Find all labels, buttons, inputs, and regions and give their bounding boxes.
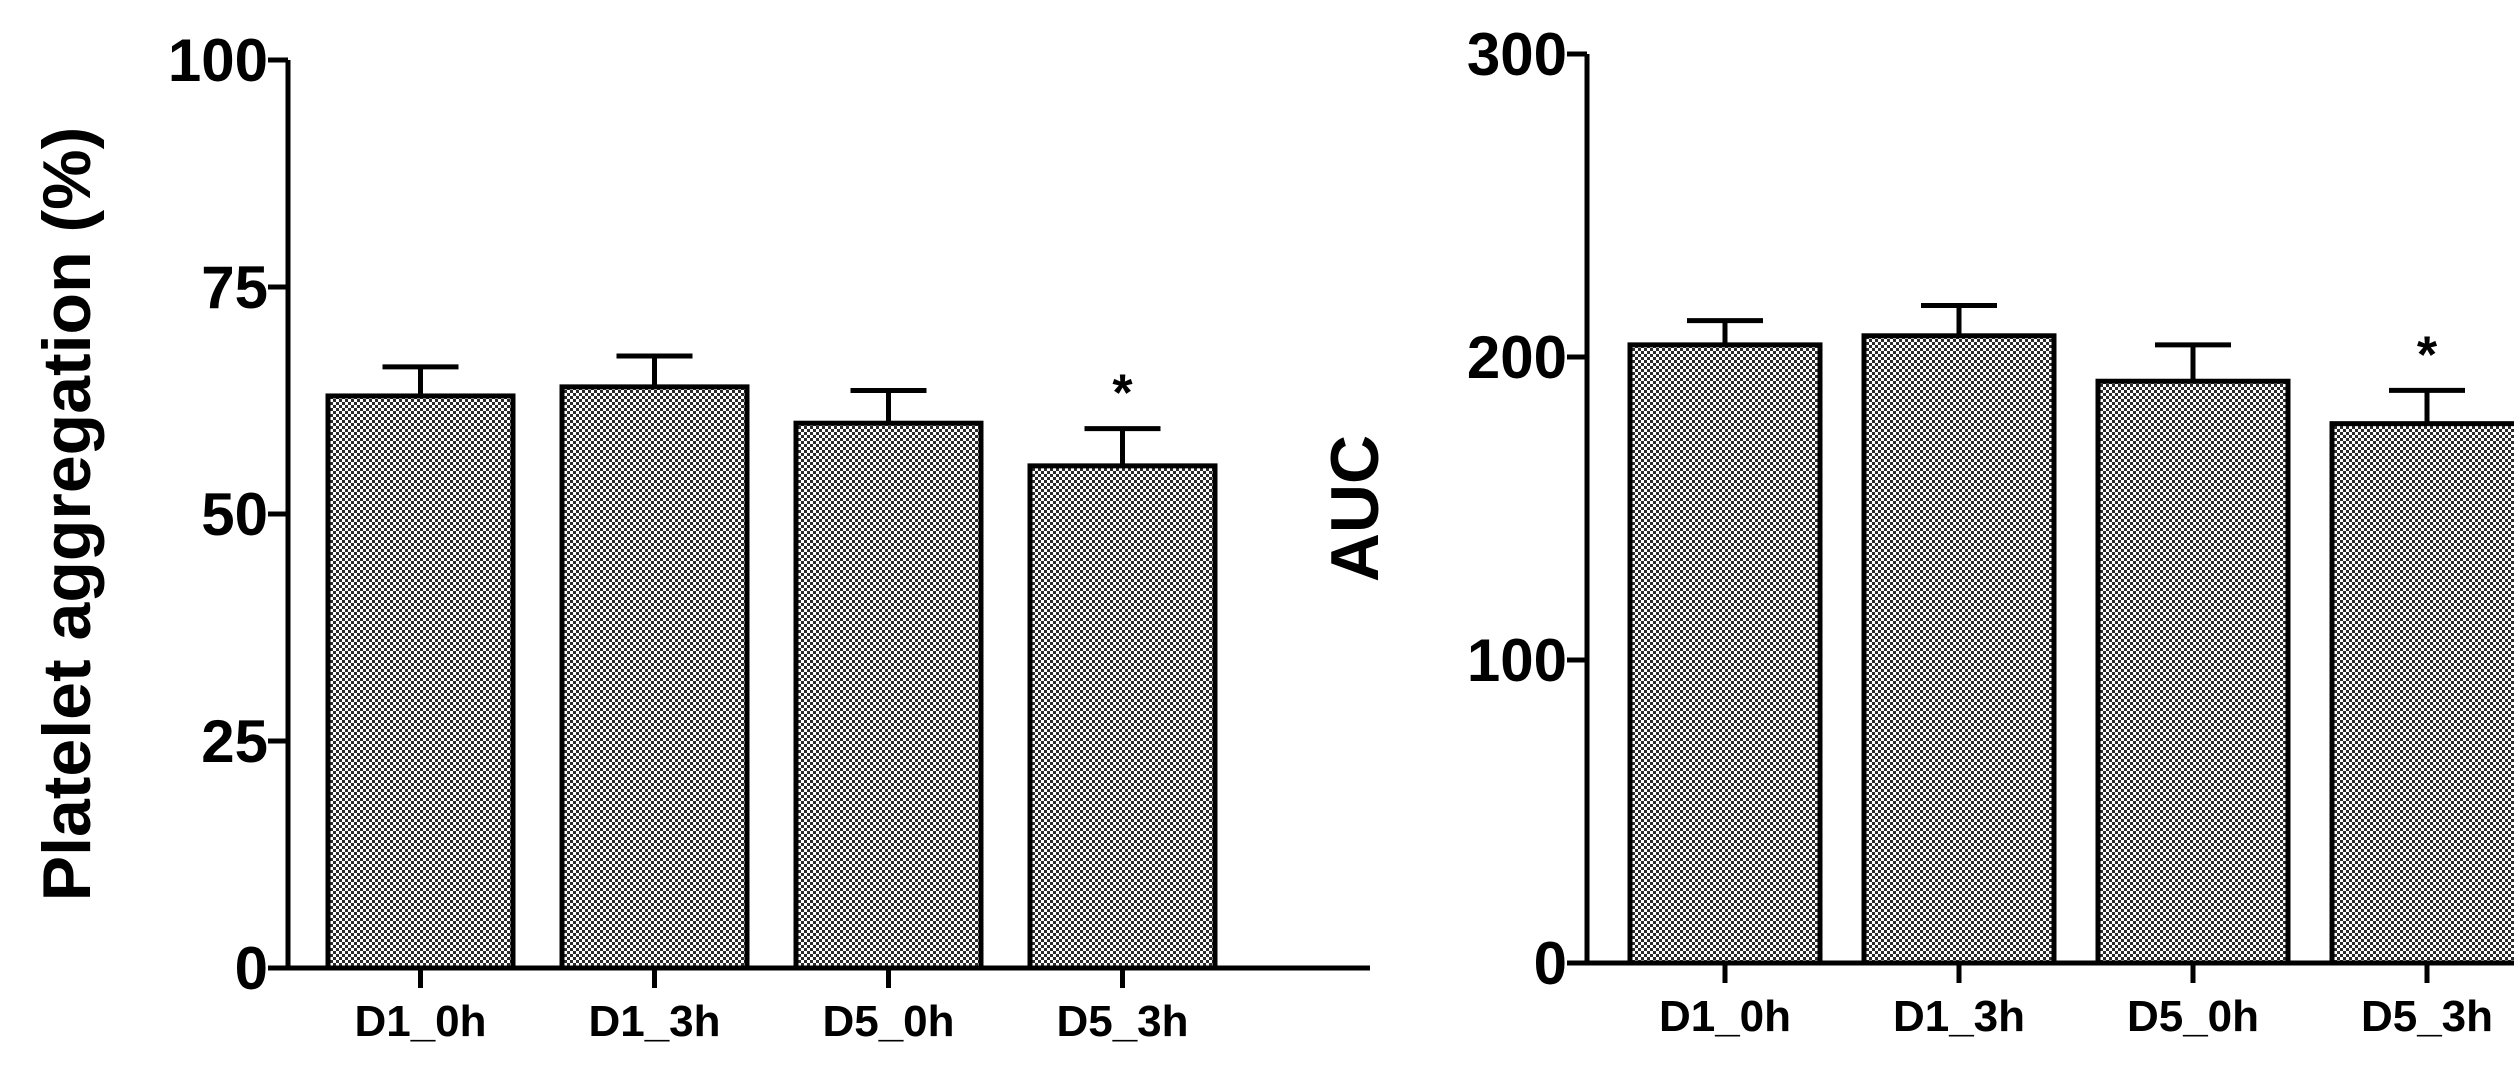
x-tick-label: D1_0h	[354, 997, 486, 1046]
y-tick-label: 100	[168, 27, 268, 94]
x-tick-label: D1_3h	[1893, 992, 2025, 1041]
y-tick-label: 75	[201, 254, 268, 321]
y-tick-label: 100	[1467, 627, 1567, 694]
y-tick-label: 50	[201, 481, 268, 548]
y-tick-label: 25	[201, 708, 268, 775]
bar-D1_0h	[325, 393, 516, 971]
bar-D1_0h	[1627, 342, 1823, 966]
bar-D5_0h	[2095, 378, 2291, 966]
x-tick-label: D5_3h	[2361, 992, 2493, 1041]
bar-D1_3h	[1861, 333, 2057, 966]
x-tick-label: D5_0h	[822, 997, 954, 1046]
y-tick-label: 300	[1467, 21, 1567, 88]
x-tick-label: D1_3h	[588, 997, 720, 1046]
aggregation-chart: 0 25 50 75 100 Platelet aggregation (%) D1_0h D…	[29, 27, 1370, 1046]
bar-D5_3h	[1027, 463, 1218, 971]
y-axis-title: AUC	[1317, 435, 1393, 582]
bar-D1_3h	[559, 384, 750, 971]
significance-marker: *	[1112, 365, 1133, 423]
y-tick-label: 0	[1534, 930, 1567, 997]
bar-D5_3h	[2329, 421, 2514, 966]
significance-marker: *	[2417, 326, 2438, 384]
y-tick-label: 0	[235, 935, 268, 1002]
x-tick-label: D1_0h	[1659, 992, 1791, 1041]
x-tick-label: D5_0h	[2127, 992, 2259, 1041]
bar-D5_0h	[793, 420, 984, 971]
auc-chart: 0 100 200 300 AUC D1_0h D1_3h D5_0h D5_3h *	[1317, 21, 2514, 1041]
y-axis-title: Platelet aggregation (%)	[29, 127, 105, 902]
y-tick-label: 200	[1467, 324, 1567, 391]
x-tick-label: D5_3h	[1056, 997, 1188, 1046]
